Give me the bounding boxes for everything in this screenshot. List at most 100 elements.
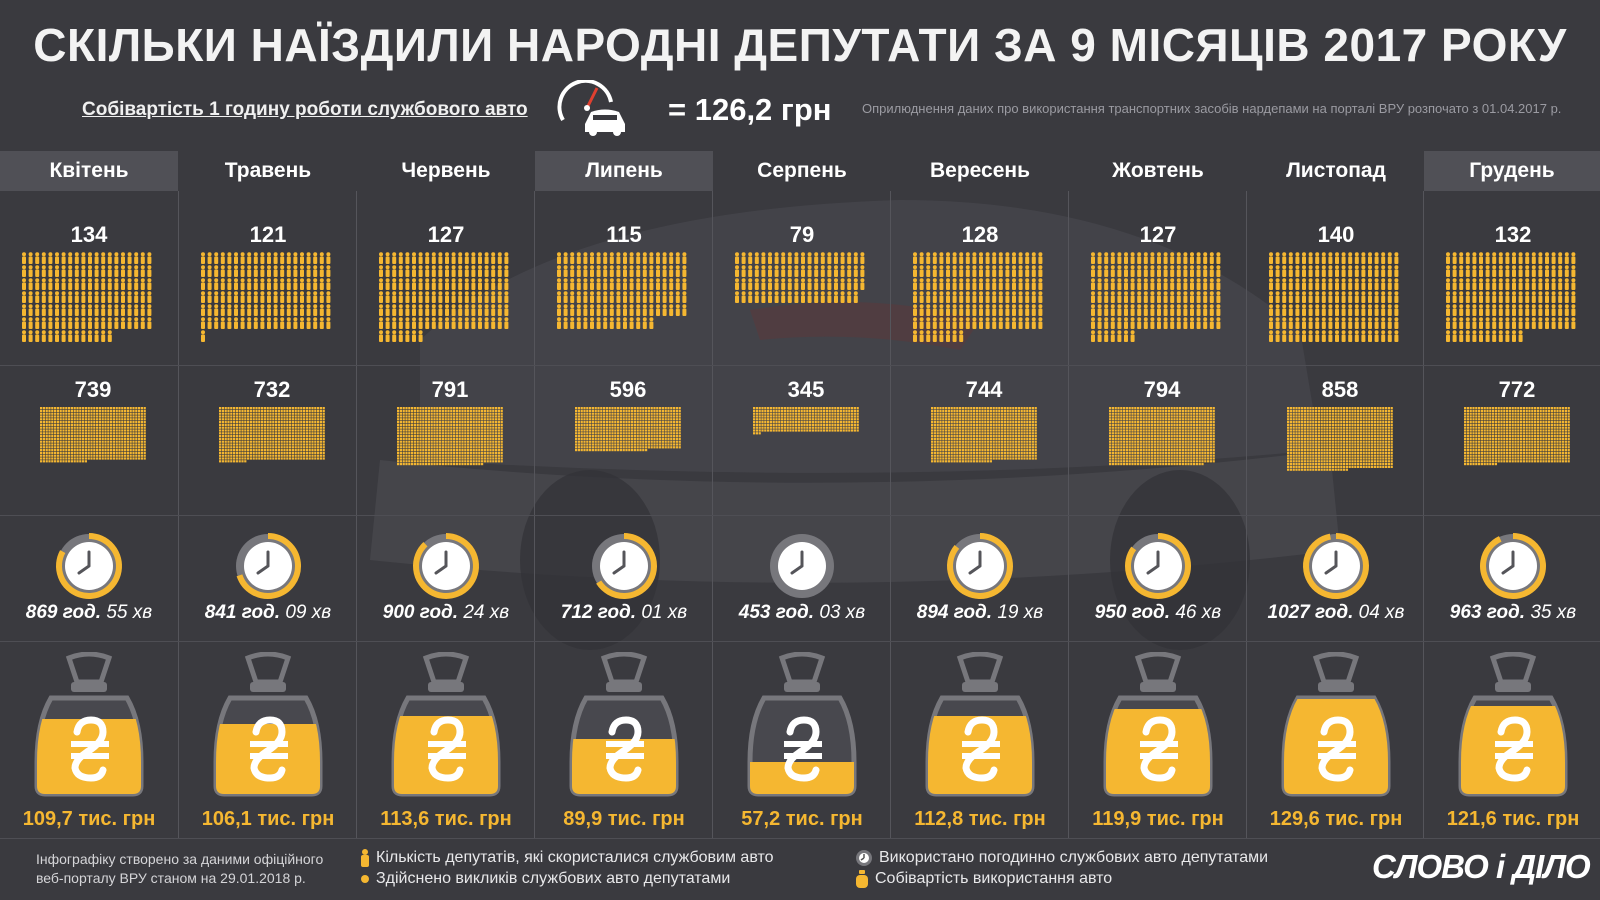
call-dot [978, 415, 981, 418]
person-icon [201, 265, 205, 277]
person-icon [675, 291, 680, 303]
call-dot [1009, 421, 1012, 424]
call-dot [602, 437, 605, 440]
person-icon [1031, 291, 1036, 303]
call-dot [981, 421, 984, 424]
call-dot [266, 421, 269, 424]
call-dot [477, 429, 481, 432]
call-dot [1014, 446, 1017, 449]
person-icon [140, 265, 145, 277]
call-dot [583, 415, 586, 418]
call-dot [246, 426, 249, 429]
call-dot [675, 412, 678, 415]
call-dot [405, 409, 408, 412]
call-dot [238, 421, 241, 424]
call-dot [308, 432, 311, 435]
person-icon [247, 291, 252, 303]
person-icon [147, 317, 152, 329]
person-icon [497, 252, 502, 264]
call-dot [639, 437, 642, 440]
call-dot [1006, 409, 1009, 412]
call-dot [616, 423, 619, 426]
call-dot [419, 426, 422, 429]
call-dot [825, 409, 828, 412]
person-icon [563, 291, 568, 303]
call-dot [87, 451, 90, 454]
call-dot [989, 407, 992, 410]
call-dot [73, 449, 76, 452]
person-icon [107, 265, 112, 277]
call-dot [989, 457, 992, 460]
person-icon [998, 291, 1003, 303]
call-dot [664, 432, 667, 435]
person-icon [253, 317, 258, 329]
call-dot [491, 418, 495, 421]
call-dot [92, 429, 96, 432]
call-dot [983, 432, 987, 435]
call-dot [939, 432, 942, 435]
call-dot [435, 432, 439, 435]
call-dot [280, 435, 283, 438]
call-dot [658, 429, 661, 432]
call-dot [115, 409, 118, 412]
person-icon [214, 278, 219, 290]
call-dot [497, 440, 500, 443]
call-dot [424, 443, 427, 446]
person-icon [603, 304, 608, 316]
call-dot [461, 451, 464, 454]
call-dot [407, 437, 411, 440]
person-icon [932, 317, 937, 329]
call-dot [280, 421, 283, 424]
call-dot [405, 437, 408, 440]
call-dot [252, 423, 255, 426]
call-dot [939, 435, 942, 438]
call-dot [112, 423, 115, 426]
person-icon [1117, 252, 1122, 264]
call-dot [64, 432, 68, 435]
call-dot [129, 426, 132, 429]
call-dot [947, 418, 950, 421]
call-dot [238, 426, 241, 429]
call-dot [64, 457, 68, 460]
call-dot [235, 429, 238, 432]
person-icon [781, 252, 786, 264]
call-dot [118, 429, 121, 432]
call-dot [271, 451, 275, 454]
call-dot [472, 437, 475, 440]
call-dot [416, 443, 419, 446]
call-dot [277, 432, 280, 435]
call-dot [45, 407, 48, 410]
call-dot [850, 412, 853, 415]
call-dot [249, 429, 252, 432]
call-dot [115, 437, 118, 440]
call-dot [137, 451, 140, 454]
call-dot [669, 440, 673, 443]
person-icon [563, 317, 568, 329]
call-dot [480, 426, 483, 429]
person-icon [68, 330, 73, 342]
person-icon [267, 265, 271, 277]
call-dot [1014, 440, 1017, 443]
call-dot [1034, 454, 1037, 457]
call-dot [430, 451, 433, 454]
call-dot [78, 460, 82, 463]
person-icon [992, 291, 997, 303]
call-dot [59, 454, 62, 457]
call-dot [981, 412, 984, 415]
call-dot [294, 421, 297, 424]
call-dot [961, 429, 964, 432]
call-dot [661, 429, 664, 432]
call-dot [120, 446, 124, 449]
call-dot [143, 443, 146, 446]
call-dot [78, 407, 82, 410]
call-dot [825, 412, 828, 415]
call-dot [1023, 429, 1026, 432]
call-dot [452, 451, 455, 454]
call-dot [438, 457, 441, 460]
call-dot [458, 409, 461, 412]
call-dot [421, 432, 425, 435]
call-dot [421, 407, 425, 410]
call-dot [419, 463, 422, 466]
call-dot [221, 451, 224, 454]
call-dot [294, 423, 297, 426]
